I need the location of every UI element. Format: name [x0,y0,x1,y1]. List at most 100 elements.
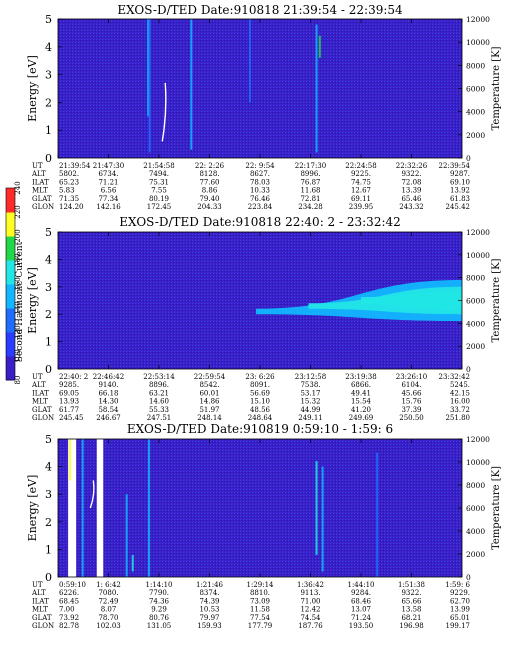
colorbar-segment [6,216,15,223]
spectrogram-streak [248,19,251,103]
orbit-cell: 12.42 [300,606,320,614]
spectrogram-streak [315,461,318,555]
colorbar-segment [6,264,15,271]
orbit-cell: 60.01 [199,389,219,397]
orbit-cell: 8.07 [101,606,117,614]
colorbar-tick-label: 180 [14,253,22,266]
panel-title: EXOS-D/TED Date:910819 0:59:10 - 1:59: 6 [127,422,393,436]
orbit-cell: 13.92 [450,187,470,195]
y-tick-label: 0 [45,571,52,584]
colorbar: 80 100 120 140 160 180 200 220 240 Second Harmon… [5,181,25,385]
orbit-cell: 37.39 [401,406,421,414]
colorbar-tick-label: 80 [14,376,22,385]
colorbar-tick-label: 160 [14,277,22,290]
spectrogram-streak [131,554,134,572]
orbit-cell: 23:19:38 [345,373,376,381]
orbit-cell: 22:46:42 [93,373,124,381]
orbit-cell: 22:39:54 [439,162,471,170]
orbit-cell: 77.54 [250,614,271,622]
orbit-cell: 124.20 [59,203,84,211]
orbit-cell: 22:40: 2 [59,373,88,381]
panel-3: EXOS-D/TED Date:910819 0:59:10 - 1:59: 6… [26,422,502,630]
spectrogram-streak [148,19,151,153]
orbit-cell: 23:26:10 [396,373,427,381]
orbit-cell: 22:24:58 [345,162,376,170]
colorbar-segment [6,375,15,381]
y-tick-label: 5 [45,433,52,446]
colorbar-segment [6,303,15,309]
orbit-cell: 69.10 [450,178,470,186]
orbit-cell: 6.56 [101,187,117,195]
colorbar-segment [6,360,15,367]
orbit-cell: 239.95 [349,203,374,211]
orbit-cell: 61.77 [59,406,79,414]
orbit-cell: 77.60 [199,178,219,186]
y2-tick-label: 2000 [466,131,485,140]
orbit-cell: 243.32 [399,203,424,211]
orbit-cell: 65.66 [401,597,422,605]
colorbar-segment [6,317,15,323]
orbit-cell: 12.67 [351,187,371,195]
orbit-cell: 8.86 [202,187,218,195]
orbit-cell: 15.10 [250,398,270,406]
orbit-cell: 72.08 [401,178,421,186]
orbit-cell: 44.99 [300,406,320,414]
orbit-cell: 9140. [98,381,118,389]
y-tick-label: 4 [45,253,52,266]
colorbar-segment [6,327,15,333]
orbit-cell: 1:14:10 [146,581,173,589]
colorbar-segment [6,221,15,227]
orbit-row-label: UT [32,373,43,381]
orbit-row-label: UT [32,581,43,589]
y-axis-label: Energy [eV] [26,475,39,542]
y2-tick-label: 4000 [466,319,485,328]
y-tick-label: 1 [45,336,52,349]
orbit-cell: 7080. [98,589,118,597]
orbit-row-label: GLAT [32,614,52,622]
orbit-cell: 6866. [351,381,371,389]
spectrogram-streak [376,452,379,577]
y2-tick-label: 8000 [466,61,485,70]
y2-tick-label: 12000 [466,435,490,444]
y-tick-label: 1 [45,124,52,137]
y2-tick-label: 4000 [466,527,485,536]
colorbar-segment [6,188,15,194]
y2-tick-label: 0 [466,573,471,582]
orbit-cell: 1:51:38 [398,581,425,589]
orbit-cell: 72.49 [98,597,118,605]
orbit-cell: 246.67 [96,414,121,422]
orbit-row-label: UT [32,162,43,170]
orbit-cell: 65.01 [450,614,470,622]
colorbar-segment [6,356,15,362]
orbit-cell: 234.28 [298,203,323,211]
colorbar-tick-label: 220 [14,205,22,218]
y2-tick-label: 2000 [466,342,485,351]
orbit-row-label: GLON [32,622,54,630]
y2-tick-label: 6000 [466,297,485,306]
orbit-cell: 8896. [149,381,169,389]
colorbar-segment [6,284,15,290]
orbit-cell: 1:59: 6 [445,581,470,589]
orbit-cell: 193.50 [349,622,374,630]
y-tick-label: 4 [45,41,52,54]
orbit-cell: 248.14 [197,414,222,422]
orbit-cell: 22:17:30 [295,162,326,170]
orbit-cell: 76.46 [250,195,271,203]
orbit-cell: 71.00 [300,597,320,605]
orbit-cell: 249.11 [298,414,323,422]
orbit-cell: 33.72 [450,406,470,414]
colorbar-segment [6,226,15,232]
colorbar-segment [6,207,15,213]
orbit-cell: 79.40 [199,195,219,203]
orbit-cell: 9.29 [151,606,167,614]
orbit-cell: 9113. [300,589,320,597]
spectrogram-streak [147,439,150,577]
colorbar-segment [6,293,15,299]
orbit-cell: 11.68 [300,187,320,195]
orbit-cell: 21:54:58 [143,162,174,170]
orbit-cell: 5.83 [59,187,75,195]
orbit-row-label: GLAT [32,195,52,203]
orbit-cell: 23: 6:26 [245,373,275,381]
